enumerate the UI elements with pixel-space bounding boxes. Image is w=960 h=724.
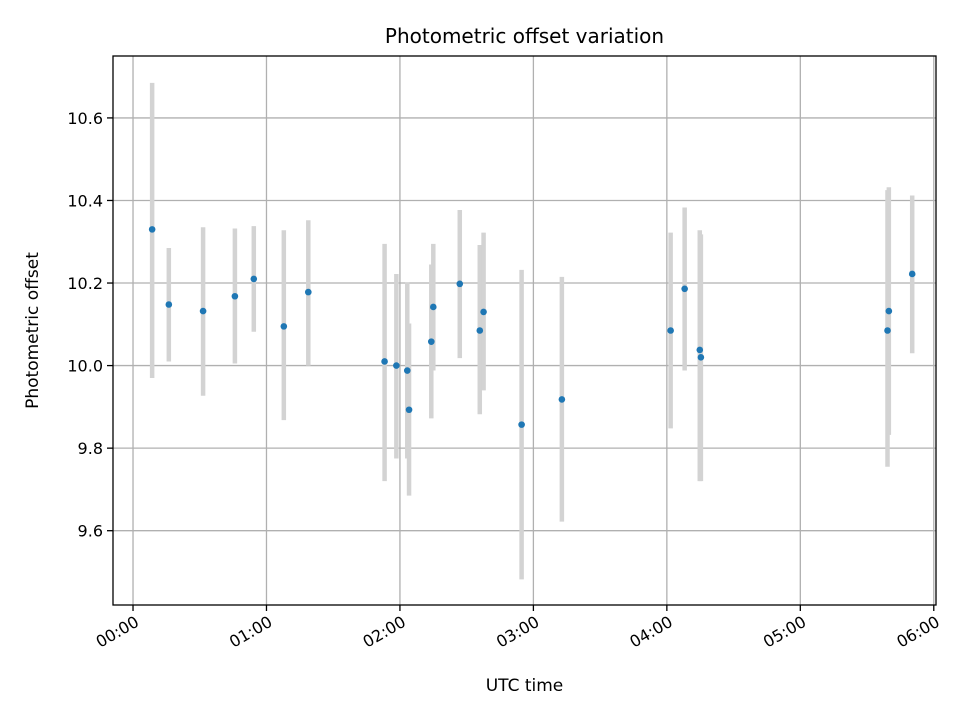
data-point <box>884 327 891 334</box>
data-point <box>165 301 173 308</box>
y-axis: 9.6 9.8 10.0 10.2 10.4 10.6 <box>67 109 113 541</box>
data-point <box>280 323 288 330</box>
y-tick-label: 10.0 <box>67 357 103 376</box>
data-point <box>480 308 487 316</box>
data-point <box>304 288 312 296</box>
chart-title: Photometric offset variation <box>385 24 664 48</box>
grid <box>113 56 936 605</box>
y-tick-label: 10.6 <box>67 109 103 128</box>
data-point <box>908 270 916 278</box>
y-tick-label: 9.8 <box>78 439 103 458</box>
y-tick-label: 10.2 <box>67 274 103 293</box>
data-point <box>381 358 388 365</box>
data-point <box>697 354 705 361</box>
data-point <box>518 421 525 428</box>
data-point <box>681 285 688 293</box>
data-point <box>231 292 239 300</box>
data-point <box>430 303 437 311</box>
data-point <box>667 327 674 334</box>
data-point <box>250 275 258 283</box>
y-tick-label: 9.6 <box>78 522 103 541</box>
data-point <box>456 280 464 288</box>
data-point <box>885 307 893 315</box>
data-point <box>428 338 435 345</box>
data-point <box>558 396 566 403</box>
data-point <box>148 226 156 233</box>
data-point <box>405 406 413 414</box>
data-point <box>393 362 400 369</box>
x-axis-label: UTC time <box>486 676 564 696</box>
data-points <box>148 226 916 428</box>
y-tick-label: 10.4 <box>67 191 103 210</box>
plot-frame <box>112 55 937 606</box>
y-axis-label: Photometric offset <box>23 252 43 409</box>
data-point <box>476 327 484 334</box>
data-point <box>403 367 411 374</box>
data-point <box>696 346 704 354</box>
data-point <box>199 307 207 315</box>
